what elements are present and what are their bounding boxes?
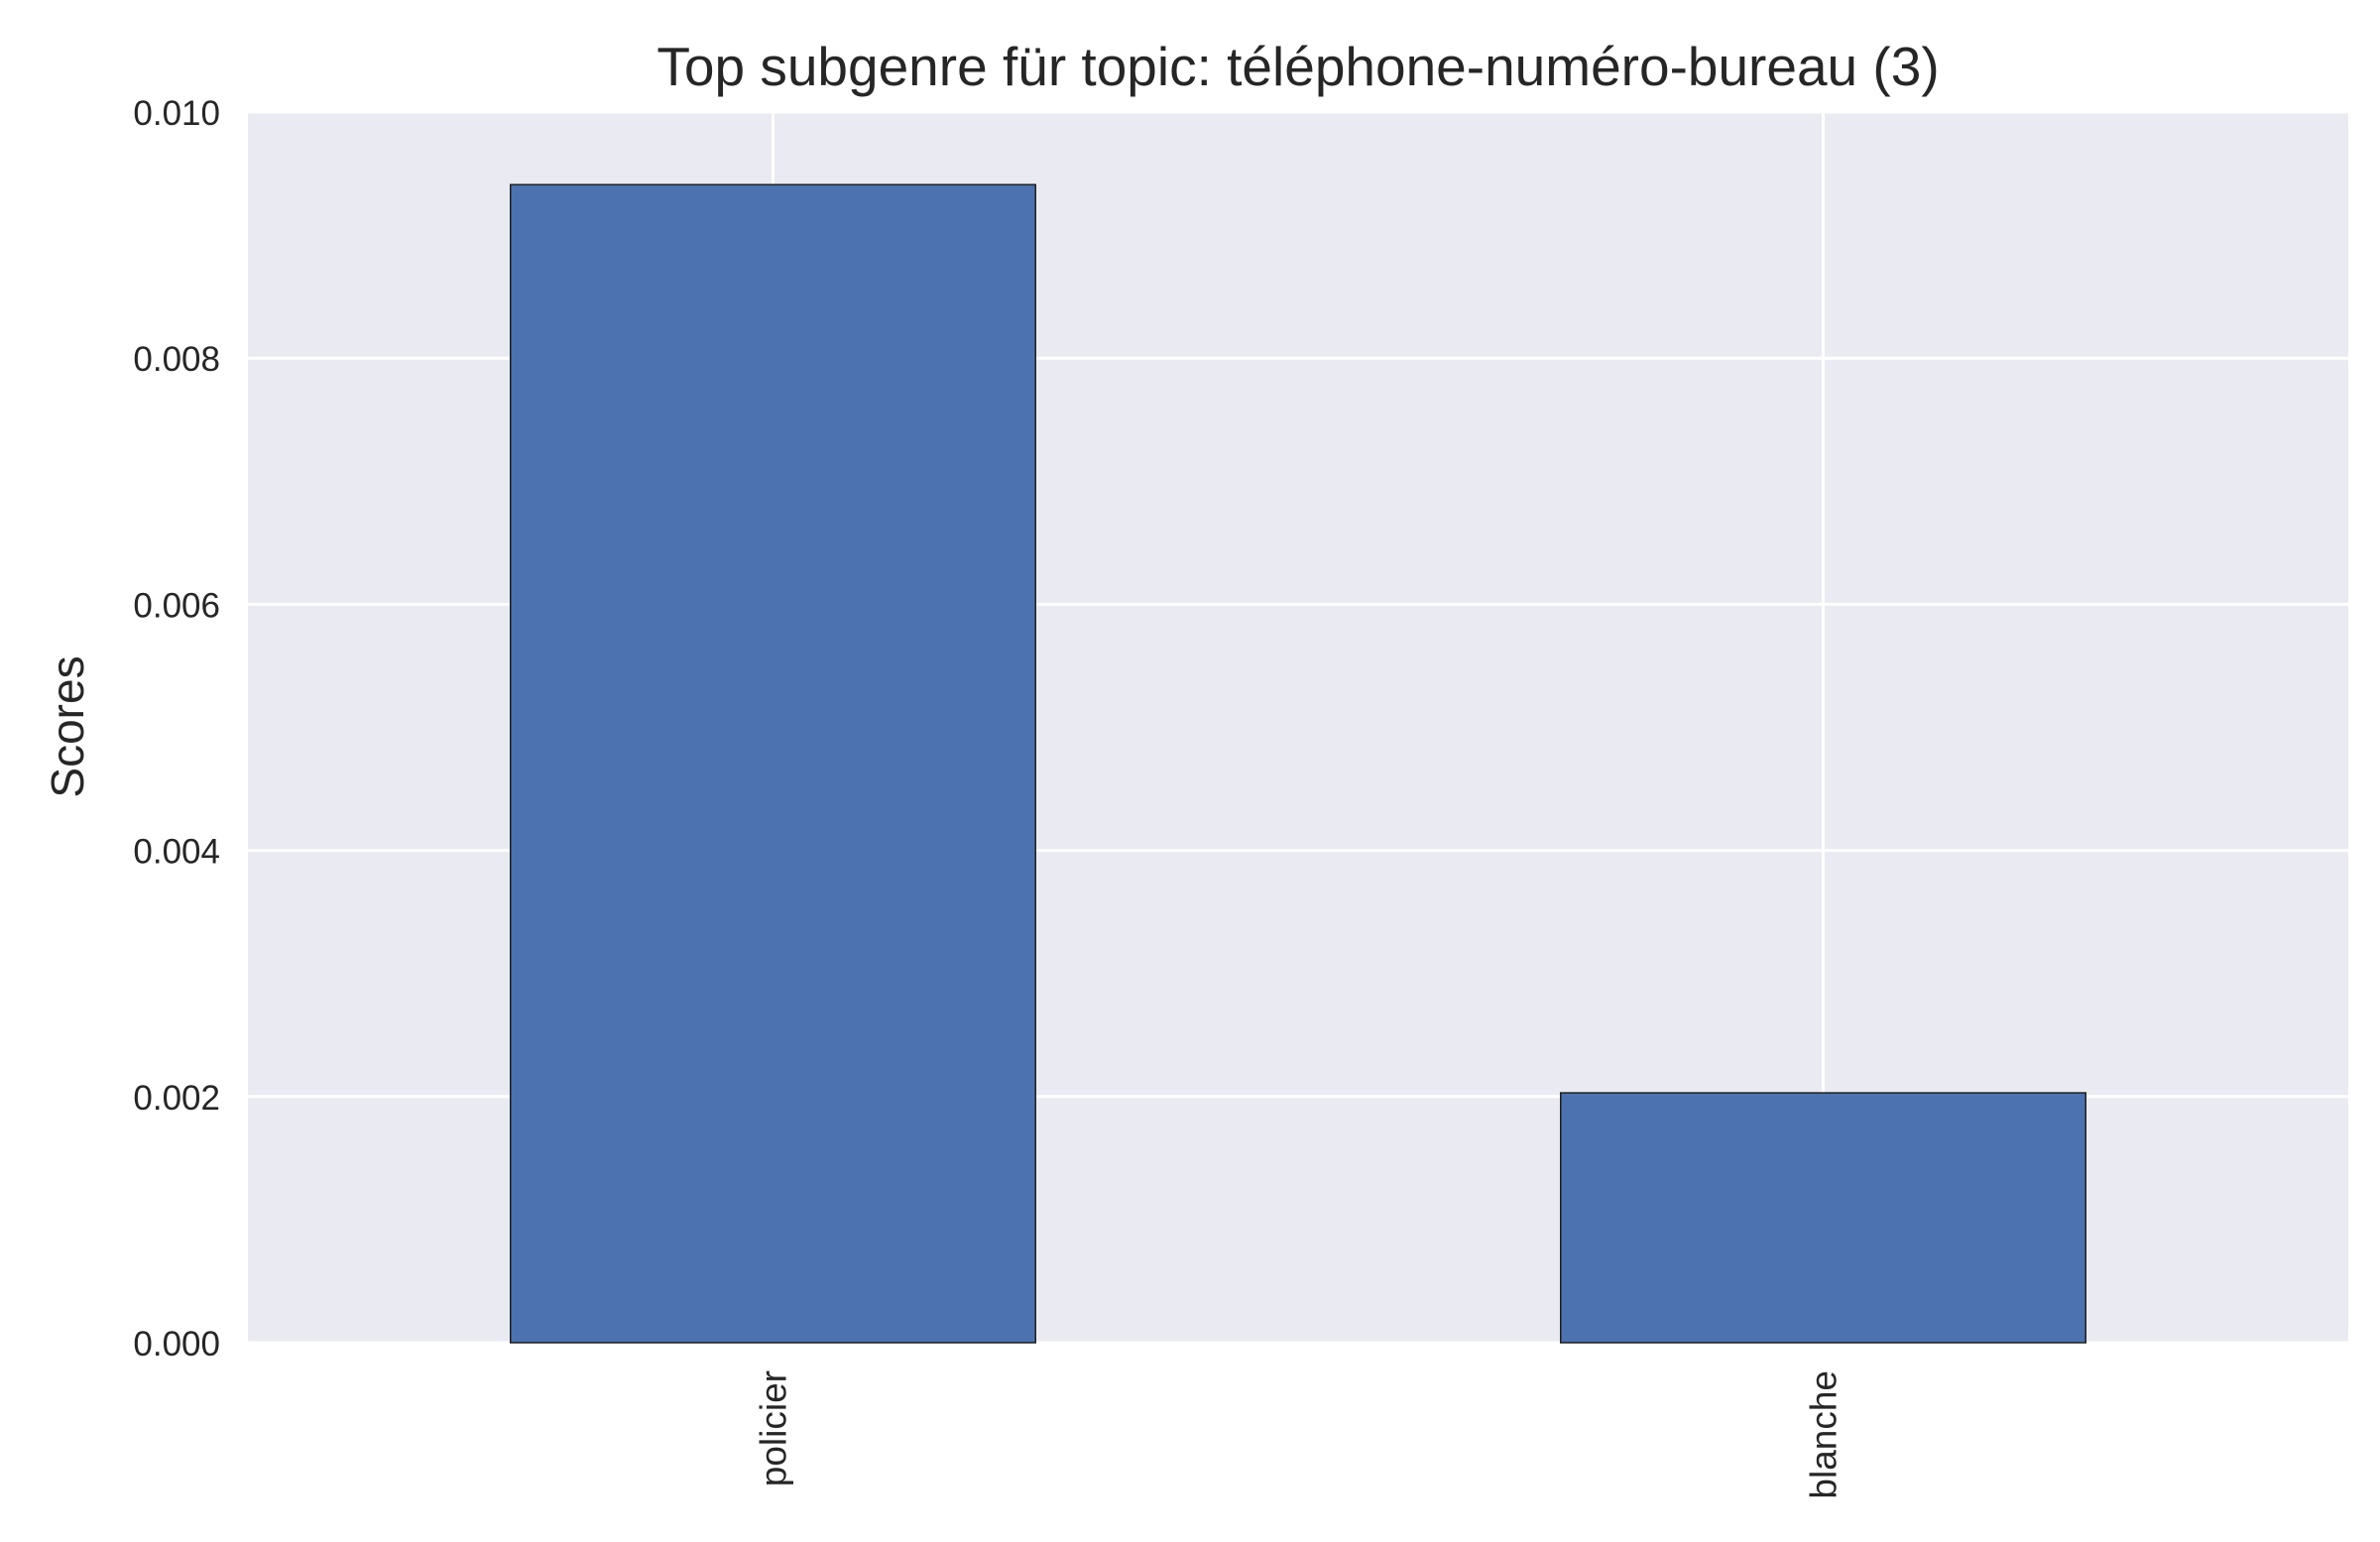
y-axis-label: Scores (42, 655, 93, 797)
y-tick-label: 0.010 (133, 94, 220, 133)
y-tick-label: 0.006 (133, 586, 220, 625)
y-tick-label: 0.000 (133, 1325, 220, 1364)
y-tick-label: 0.004 (133, 833, 220, 872)
bar-policier (510, 183, 1036, 1344)
x-tick-label-policier: policier (754, 1370, 794, 1486)
y-tick-label: 0.002 (133, 1079, 220, 1118)
y-tick-label: 0.008 (133, 340, 220, 379)
chart-title: Top subgenre für topic: téléphone-numéro… (656, 36, 1939, 97)
x-axis-ticks: policier blanche (754, 1370, 1844, 1499)
bars (510, 183, 2086, 1344)
y-axis-ticks: 0.000 0.002 0.004 0.006 0.008 0.010 (133, 94, 220, 1364)
x-tick-label-blanche: blanche (1804, 1370, 1844, 1499)
bar-blanche (1560, 1092, 2086, 1344)
